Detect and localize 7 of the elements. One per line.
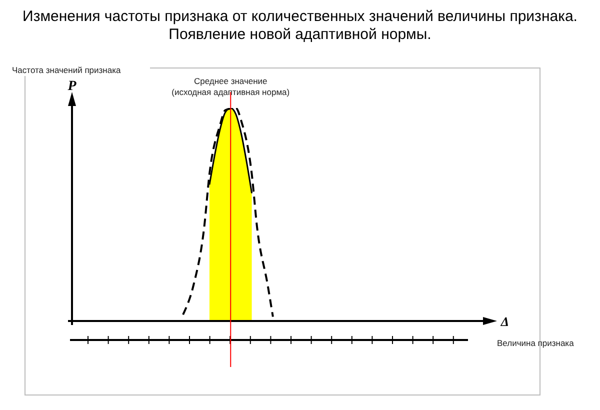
text: P (68, 79, 77, 94)
text: Среднее значение (исходная адаптивная норма) (172, 76, 290, 97)
text: Δ (500, 314, 510, 329)
chart-subtitle: Появление новой адаптивной нормы. (168, 26, 432, 44)
y-axis-title: Частота значений признака (12, 65, 122, 75)
x-axis-title: Величина признака (497, 338, 574, 348)
chart-title: Изменения частоты признака от количественных значений величины признака. (22, 8, 578, 26)
